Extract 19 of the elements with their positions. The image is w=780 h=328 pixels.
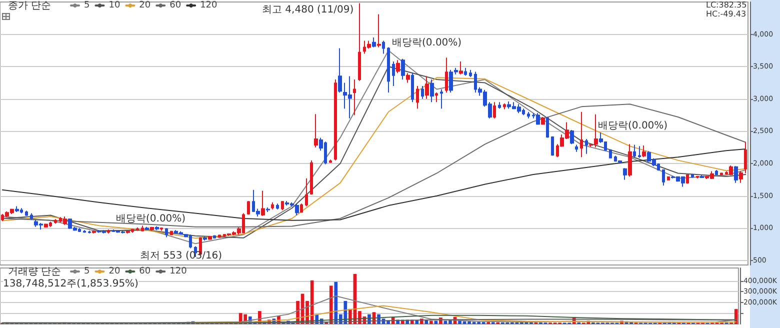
annotation: 배당락(0.00%) xyxy=(392,38,462,48)
legend-label: 5 xyxy=(84,0,90,10)
annotation: LC:382.35 xyxy=(706,0,747,10)
legend-title: 거래량 단순 xyxy=(8,266,61,278)
annotation: 배당락(0.00%) xyxy=(598,120,668,132)
legend-label: 120 xyxy=(170,266,188,276)
legend-label: 120 xyxy=(200,0,218,10)
legend-label: 60 xyxy=(170,0,182,10)
legend-label: 10 xyxy=(108,0,120,10)
legend-title: 종가 단순 xyxy=(8,0,51,12)
annotation: 배당락(0.00%) xyxy=(116,214,186,224)
legend-label: 5 xyxy=(84,266,90,276)
annotation: 최고 4,480 (11/09) xyxy=(262,4,354,16)
legend-label: 20 xyxy=(108,266,120,276)
annotation: 138,748,512주(1,853.95%) xyxy=(3,278,139,290)
legend-label: 60 xyxy=(139,266,151,276)
legend-label: 20 xyxy=(139,0,151,10)
annotation: 최저 553 (03/16) xyxy=(140,250,222,262)
annotation: HC:-49.43 xyxy=(706,10,746,18)
